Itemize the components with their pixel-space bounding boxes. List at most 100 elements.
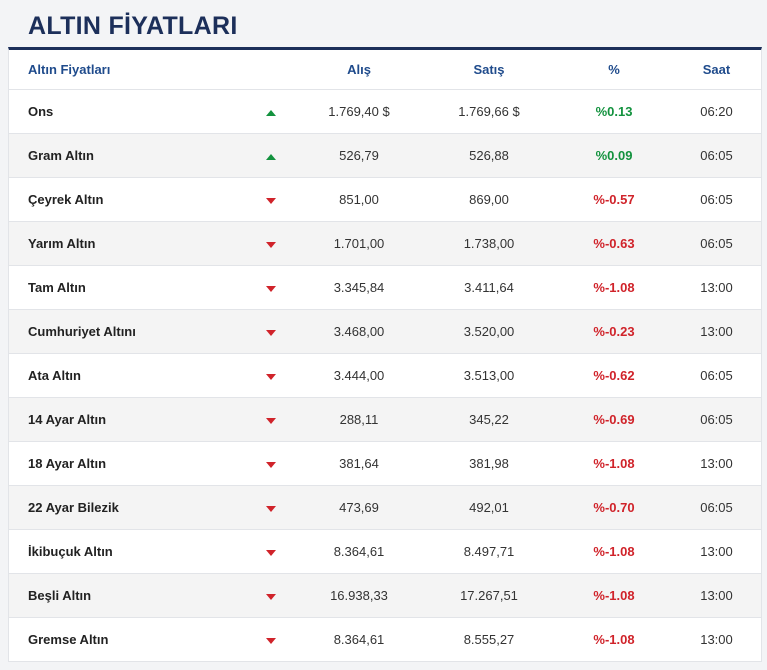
table-row[interactable]: Beşli Altın 16.938,33 17.267,51 %-1.08 13:00 — [9, 573, 761, 618]
update-time: 13:00 — [672, 573, 761, 618]
table-row[interactable]: Ons 1.769,40 $1.769,66 $ %0.13 06:20 — [9, 89, 761, 134]
update-time: 06:05 — [672, 485, 761, 530]
buy-price: 3.468,00 — [296, 309, 422, 354]
table-row[interactable]: Ata Altın 3.444,00 3.513,00 %-0.62 06:05 — [9, 353, 761, 398]
gold-type-name: Gremse Altın — [9, 617, 246, 662]
percent-change: %-1.08 — [556, 529, 672, 574]
sell-price: 1.738,00 — [422, 221, 556, 266]
arrow-down-icon — [266, 285, 276, 292]
buy-price: 8.364,61 — [296, 617, 422, 662]
column-header-sell: Satış — [422, 50, 556, 90]
percent-change: %-0.70 — [556, 485, 672, 530]
gold-type-name: Yarım Altın — [9, 221, 246, 266]
percent-change: %-1.08 — [556, 573, 672, 618]
update-time: 06:05 — [672, 397, 761, 442]
buy-price: 16.938,33 — [296, 573, 422, 618]
percent-change: %-0.23 — [556, 309, 672, 354]
gold-type-name: 14 Ayar Altın — [9, 397, 246, 442]
table-row[interactable]: 18 Ayar Altın 381,64 381,98 %-1.08 13:00 — [9, 441, 761, 486]
table-row[interactable]: Gremse Altın 8.364,61 8.555,27 %-1.08 13:00 — [9, 617, 761, 662]
buy-price: 381,64 — [296, 441, 422, 486]
trend-cell — [246, 529, 296, 574]
sell-price: 17.267,51 — [422, 573, 556, 618]
arrow-down-icon — [266, 373, 276, 380]
gold-type-name: Çeyrek Altın — [9, 177, 246, 222]
buy-price: 851,00 — [296, 177, 422, 222]
update-time: 13:00 — [672, 441, 761, 486]
arrow-down-icon — [266, 637, 276, 644]
gold-type-name: Cumhuriyet Altını — [9, 309, 246, 354]
percent-change: %-1.08 — [556, 265, 672, 310]
gold-type-name: 18 Ayar Altın — [9, 441, 246, 486]
percent-change: %-1.08 — [556, 617, 672, 662]
arrow-up-icon — [266, 109, 276, 116]
arrow-down-icon — [266, 197, 276, 204]
arrow-down-icon — [266, 593, 276, 600]
sell-price: 345,22 — [422, 397, 556, 442]
trend-cell — [246, 617, 296, 662]
sell-price: 8.555,27 — [422, 617, 556, 662]
arrow-down-icon — [266, 505, 276, 512]
sell-price: 1.769,66 $ — [422, 89, 556, 134]
percent-change: %-0.63 — [556, 221, 672, 266]
sell-price: 3.411,64 — [422, 265, 556, 310]
buy-price: 1.769,40 $ — [296, 89, 422, 134]
buy-price: 526,79 — [296, 133, 422, 178]
gold-prices-table-container: Altın Fiyatları Alış Satış % Saat Ons 1.7… — [8, 47, 762, 662]
sell-price: 3.513,00 — [422, 353, 556, 398]
trend-cell — [246, 89, 296, 134]
buy-price: 3.444,00 — [296, 353, 422, 398]
table-body: Ons 1.769,40 $1.769,66 $ %0.13 06:20 Gram Al… — [9, 89, 761, 662]
percent-change: %-0.62 — [556, 353, 672, 398]
column-header-name: Altın Fiyatları — [9, 50, 246, 90]
gold-type-name: 22 Ayar Bilezik — [9, 485, 246, 530]
buy-price: 1.701,00 — [296, 221, 422, 266]
arrow-up-icon — [266, 153, 276, 160]
percent-change: %0.09 — [556, 133, 672, 178]
table-header-row: Altın Fiyatları Alış Satış % Saat — [9, 50, 761, 90]
arrow-down-icon — [266, 417, 276, 424]
arrow-down-icon — [266, 241, 276, 248]
sell-price: 381,98 — [422, 441, 556, 486]
percent-change: %-0.69 — [556, 397, 672, 442]
table-row[interactable]: 22 Ayar Bilezik 473,69 492,01 %-0.70 06:05 — [9, 485, 761, 530]
column-header-trend — [246, 50, 296, 90]
table-row[interactable]: Çeyrek Altın 851,00 869,00 %-0.57 06:05 — [9, 177, 761, 222]
percent-change: %-1.08 — [556, 441, 672, 486]
table-row[interactable]: İkibuçuk Altın 8.364,61 8.497,71 %-1.08 13:0… — [9, 529, 761, 574]
update-time: 06:05 — [672, 133, 761, 178]
gold-type-name: İkibuçuk Altın — [9, 529, 246, 574]
update-time: 13:00 — [672, 529, 761, 574]
arrow-down-icon — [266, 329, 276, 336]
gold-type-name: Ata Altın — [9, 353, 246, 398]
table-row[interactable]: Gram Altın 526,79 526,88 %0.09 06:05 — [9, 133, 761, 178]
gold-prices-table: Altın Fiyatları Alış Satış % Saat Ons 1.7… — [9, 50, 761, 662]
trend-cell — [246, 133, 296, 178]
trend-cell — [246, 265, 296, 310]
sell-price: 8.497,71 — [422, 529, 556, 574]
gold-type-name: Ons — [9, 89, 246, 134]
buy-price: 3.345,84 — [296, 265, 422, 310]
trend-cell — [246, 221, 296, 266]
table-row[interactable]: Tam Altın 3.345,84 3.411,64 %-1.08 13:00 — [9, 265, 761, 310]
table-row[interactable]: Cumhuriyet Altını 3.468,00 3.520,00 %-0.23 1… — [9, 309, 761, 354]
table-row[interactable]: 14 Ayar Altın 288,11 345,22 %-0.69 06:05 — [9, 397, 761, 442]
update-time: 13:00 — [672, 265, 761, 310]
update-time: 06:05 — [672, 177, 761, 222]
gold-type-name: Tam Altın — [9, 265, 246, 310]
trend-cell — [246, 573, 296, 618]
trend-cell — [246, 441, 296, 486]
sell-price: 869,00 — [422, 177, 556, 222]
trend-cell — [246, 177, 296, 222]
column-header-buy: Alış — [296, 50, 422, 90]
update-time: 06:05 — [672, 221, 761, 266]
arrow-down-icon — [266, 549, 276, 556]
page-title: ALTIN FİYATLARI — [28, 12, 238, 40]
column-header-time: Saat — [672, 50, 761, 90]
table-row[interactable]: Yarım Altın 1.701,00 1.738,00 %-0.63 06:05 — [9, 221, 761, 266]
gold-type-name: Gram Altın — [9, 133, 246, 178]
trend-cell — [246, 485, 296, 530]
trend-cell — [246, 353, 296, 398]
trend-cell — [246, 397, 296, 442]
percent-change: %0.13 — [556, 89, 672, 134]
